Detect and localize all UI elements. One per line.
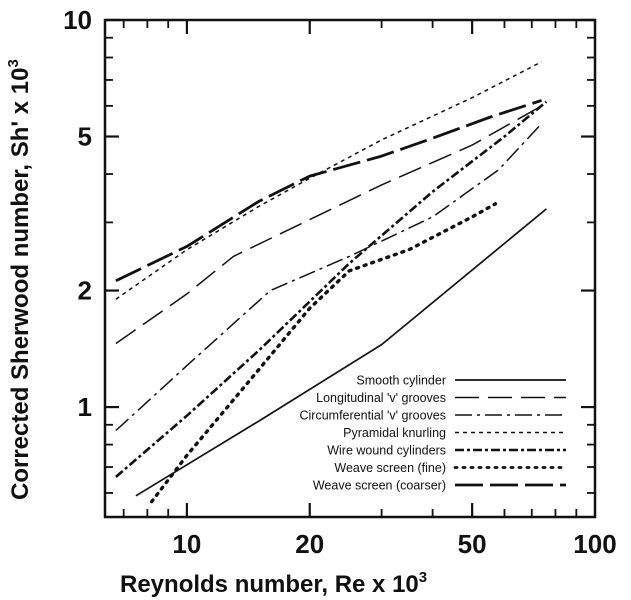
legend-label: Pyramidal knurling <box>343 426 446 440</box>
series-lines <box>115 61 548 504</box>
plot-area-frame <box>103 18 597 519</box>
x-tick-label: 10 <box>172 529 201 559</box>
legend-label: Weave screen (fine) <box>334 461 446 475</box>
legend: Smooth cylinder Longitudinal 'v' grooves C… <box>300 374 568 493</box>
y-tick-label: 5 <box>78 122 92 152</box>
x-axis-title: Reynolds number, Re x 103 <box>120 569 427 598</box>
y-axis-title: Corrected Sherwood number, Sh' x 103 <box>5 59 34 500</box>
series-line <box>150 202 498 504</box>
x-tick-label: 100 <box>573 529 616 559</box>
x-tick-labels: 10 20 50 100 <box>172 529 616 559</box>
y-tick-labels: 1 2 5 10 <box>63 5 92 422</box>
legend-label: Smooth cylinder <box>356 374 446 388</box>
legend-label: Circumferential 'v' grooves <box>300 409 447 423</box>
series-line <box>115 99 543 283</box>
y-tick-label: 2 <box>78 276 92 306</box>
major-ticks <box>105 18 595 517</box>
legend-label: Longitudinal 'v' grooves <box>316 391 446 405</box>
y-tick-label: 1 <box>78 392 92 422</box>
series-line <box>115 61 542 300</box>
x-tick-label: 20 <box>295 529 324 559</box>
minor-ticks <box>105 20 595 517</box>
series-line <box>115 105 542 345</box>
y-tick-label: 10 <box>63 5 92 35</box>
series-line <box>135 208 547 497</box>
x-tick-label: 50 <box>458 529 487 559</box>
series-line <box>115 100 548 478</box>
series-line <box>115 123 543 432</box>
legend-label: Wire wound cylinders <box>327 444 446 458</box>
legend-label: Weave screen (coarser) <box>313 479 446 493</box>
